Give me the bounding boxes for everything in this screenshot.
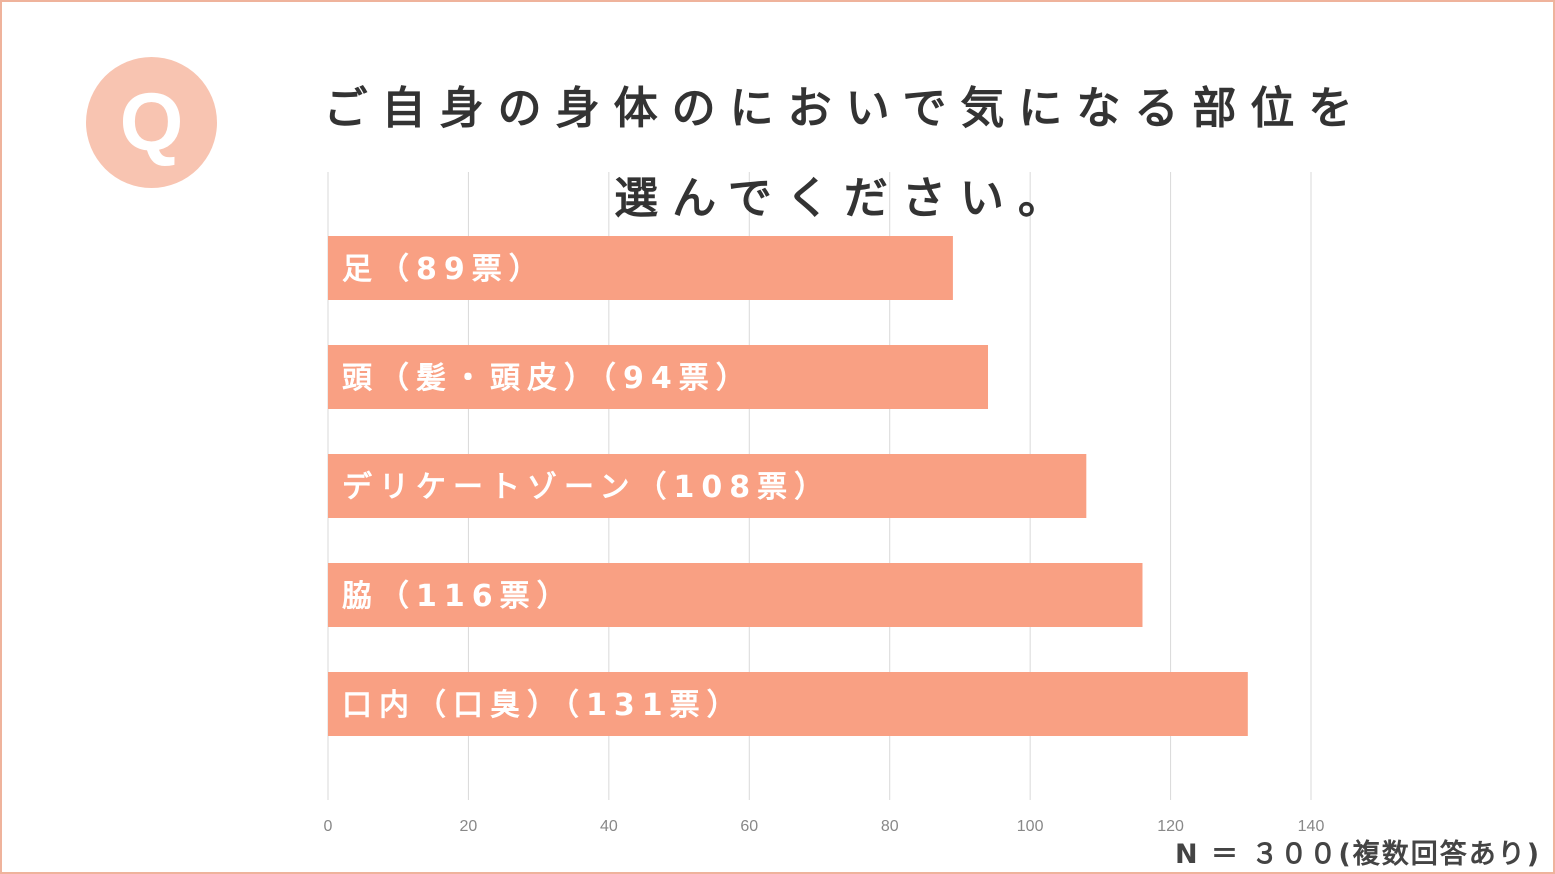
bar-data-label: デリケートゾーン（108票） <box>342 470 831 505</box>
sample-size-note: N ＝ ３００(複数回答あり) <box>1175 839 1542 870</box>
question-title-line-2: 選んでください。 <box>614 173 1076 224</box>
bar <box>328 345 989 409</box>
bar-data-label: 足（89票） <box>342 252 546 287</box>
bar <box>328 672 1248 736</box>
x-tick-label: 60 <box>740 818 758 835</box>
q-badge: Q <box>86 57 217 188</box>
bar <box>328 454 1087 518</box>
x-tick-label: 120 <box>1157 818 1184 835</box>
bar <box>328 563 1143 627</box>
x-tick-label: 140 <box>1298 818 1325 835</box>
bar-data-label: 頭（髪・頭皮）（94票） <box>342 361 753 396</box>
bar-data-label: 脇（116票） <box>342 579 574 614</box>
x-tick-label: 100 <box>1017 818 1044 835</box>
x-tick-label: 80 <box>881 818 899 835</box>
bar <box>328 236 953 300</box>
x-tick-label: 0 <box>324 818 333 835</box>
x-tick-label: 40 <box>600 818 618 835</box>
x-tick-label: 20 <box>460 818 478 835</box>
bar-data-label: 口内（口臭）（131票） <box>342 688 744 723</box>
question-title-line-1: ご自身の身体のにおいで気になる部位を <box>323 83 1367 134</box>
